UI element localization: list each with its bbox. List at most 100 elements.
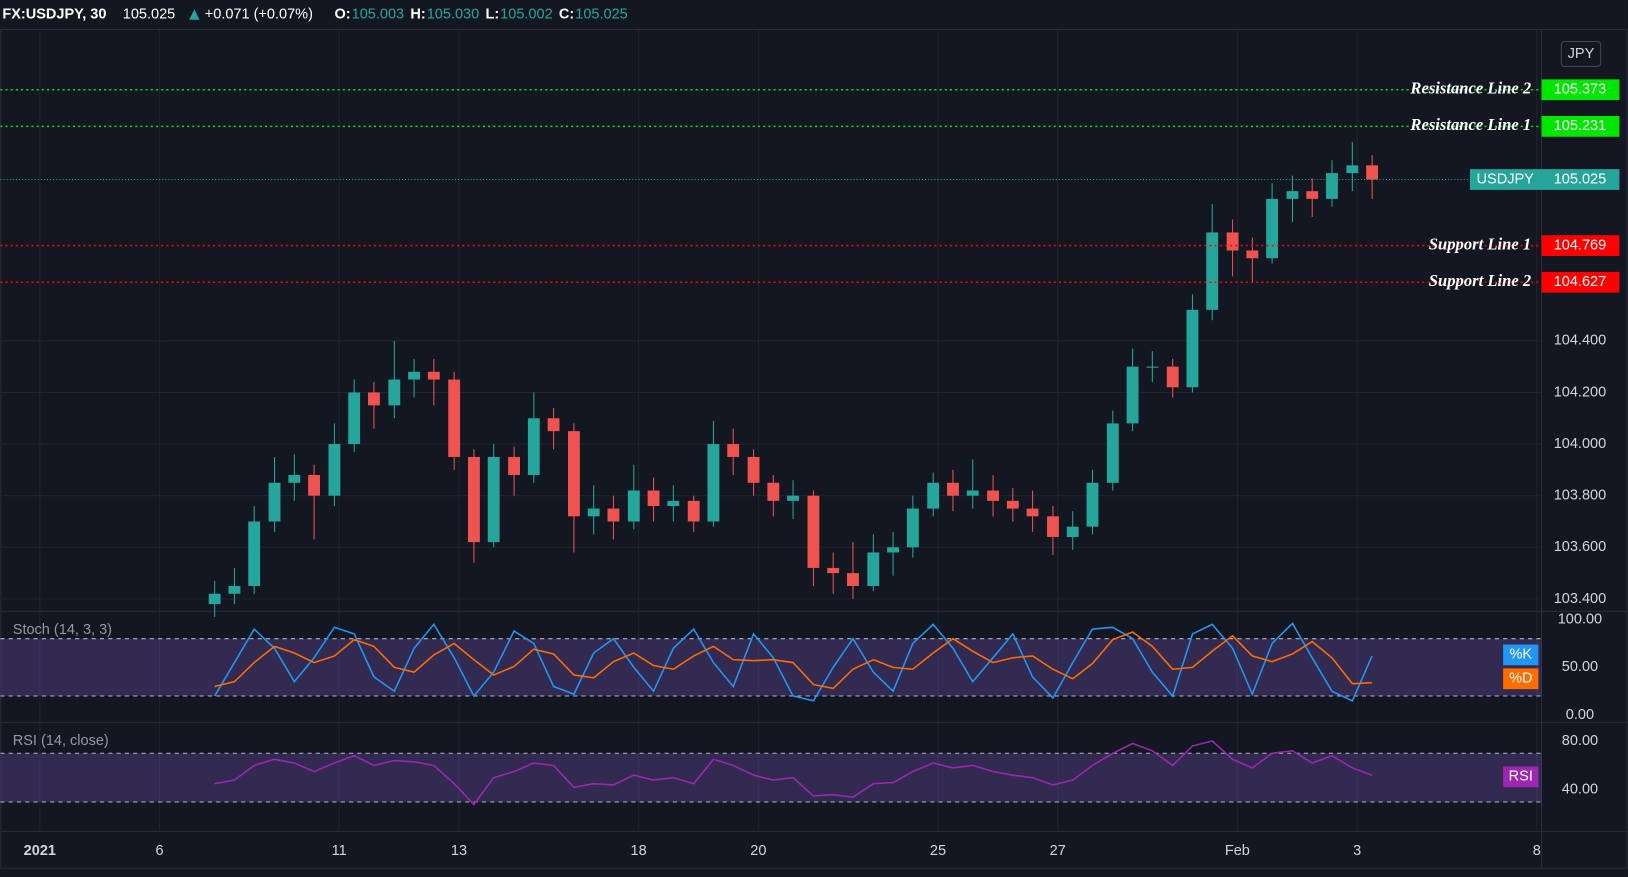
level-box [1541,79,1620,101]
y-tick-label: 40.00 [1562,782,1598,798]
y-tick-label: 103.400 [1554,591,1606,607]
candle-body [1126,366,1139,424]
candle-body [906,508,919,548]
x-tick-label: 3 [1353,843,1361,859]
ohlc-value: 105.030 [427,6,479,22]
candle-body [947,482,959,496]
candle-body [787,495,800,501]
ohlc: O: 105.003 H: 105.030 L: 105.002 C: 105.025 [335,6,628,22]
candle-body [1266,198,1279,259]
legend-label: %D [1509,671,1532,687]
x-tick-label: 11 [332,843,347,859]
legend-box [1503,668,1539,690]
candle-body [1186,309,1199,388]
candle-body [288,475,301,483]
up-arrow [189,9,200,20]
candle-body [268,482,281,522]
level-label: Support Line 1 [1429,234,1531,253]
level-value: 105.373 [1554,82,1606,98]
candle-body [448,379,461,457]
legend-box [1503,644,1539,666]
level-label: Resistance Line 2 [1409,79,1531,98]
level-label: Resistance Line 1 [1409,115,1531,134]
ohlc-value: 105.002 [500,6,552,22]
candle-body [1346,165,1359,174]
legend-label: RSI [1509,769,1533,785]
level-box [1541,235,1620,256]
candle-body [727,444,740,457]
candle-body [1006,500,1019,509]
band-fill [0,638,1542,697]
x-tick-label: 13 [451,843,467,859]
ohlc-value: 105.025 [575,6,627,22]
frame [0,29,1628,869]
x-tick-label: 18 [631,843,647,859]
ohlc-label: L: [485,6,499,22]
y-tick-label: 80.00 [1562,733,1598,749]
x-tick-label: 20 [750,843,766,859]
x-tick-label: 2021 [24,843,56,859]
candle-body [847,573,859,587]
y-tick-label: 104.000 [1554,436,1606,452]
series-line [214,740,1373,806]
y-tick-label: 104.400 [1554,333,1606,349]
candle-body [408,371,420,380]
candle-body [1066,526,1079,537]
x-tick-label: 8 [1533,843,1541,859]
level-label: Support Line 2 [1429,271,1531,290]
x-tick-label: Feb [1225,843,1250,859]
candle-body [1106,423,1119,483]
candle-body [867,552,880,587]
legend-label: %K [1509,647,1532,663]
candle-body [487,456,500,543]
candle-body [527,418,540,476]
candle-body [1286,191,1299,199]
candle-body [1166,366,1179,388]
candle-body [887,547,900,553]
candle-body [987,490,1000,501]
currency-label: JPY [1568,46,1595,62]
candle-body [827,567,840,574]
ohlc-label: H: [410,6,425,22]
header: FX:USDJPY, 30 105.025 +0.071 (+0.07%) O:… [2,6,627,22]
y-tick-label: 104.200 [1554,384,1606,400]
candle-body [388,379,401,406]
candle-body [248,521,261,587]
pane-title: Stoch (14, 3, 3) [13,622,112,638]
candle-body [627,490,640,522]
symbol: FX:USDJPY, 30 [2,6,106,22]
change: +0.071 (+0.07%) [205,6,313,22]
level-box [1541,115,1620,137]
last-price-value: 105.025 [1554,171,1606,187]
candle-body [1047,516,1059,537]
candle-body [308,475,320,496]
candle-body [348,392,361,445]
legend-box [1503,766,1539,788]
x-tick-label: 27 [1050,843,1066,859]
last-price: 105.025 [123,6,175,22]
candle-body [1226,232,1239,251]
candle-body [468,456,480,543]
y-tick-label: 103.600 [1554,539,1606,555]
series-line [214,631,1373,690]
y-tick-label: 103.800 [1554,488,1606,504]
level-value: 104.627 [1554,274,1606,290]
series-line [213,622,1373,702]
candle-body [1146,366,1159,368]
candle-body [707,444,720,522]
ohlc-label: C: [559,6,574,22]
currency-button[interactable] [1560,40,1602,67]
candle-body [747,456,760,483]
candle-body [1086,482,1099,527]
candle-body [508,456,520,476]
candle-body [587,508,600,517]
candle-body [687,500,700,522]
candle-body [767,482,780,501]
candle-body [1206,232,1219,310]
y-tick-label: 50.00 [1562,659,1598,675]
candle-body [647,490,660,506]
candle-body [927,482,940,509]
